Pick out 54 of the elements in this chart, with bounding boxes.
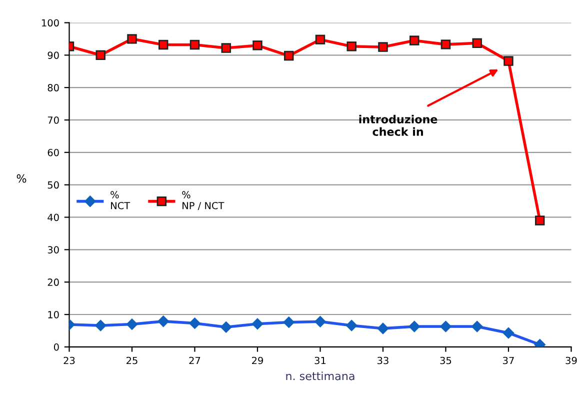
point	[409, 36, 420, 46]
x-tick-label: 23	[64, 356, 75, 364]
point	[158, 316, 169, 327]
y-tick-label: 90	[48, 52, 59, 59]
legend-label: % NP / NCT	[182, 191, 224, 210]
point	[440, 40, 451, 50]
point	[346, 42, 356, 52]
x-tick-label: 31	[314, 356, 326, 364]
y-tick-label: 100	[42, 19, 59, 27]
point	[408, 320, 420, 332]
point	[534, 216, 545, 226]
point	[284, 50, 294, 61]
point	[314, 316, 326, 328]
point	[190, 40, 200, 50]
point	[252, 40, 262, 50]
point	[220, 322, 232, 333]
point	[377, 322, 389, 334]
y-tick-label: 20	[48, 278, 59, 286]
y-tick-label: 50	[48, 181, 59, 189]
point	[502, 327, 514, 339]
y-tick-label: 0	[54, 343, 59, 351]
x-tick-label: 39	[566, 356, 577, 364]
point	[189, 318, 200, 329]
point	[252, 318, 264, 330]
legend-label: % NCT	[110, 191, 130, 210]
point	[504, 56, 514, 66]
point	[95, 320, 106, 332]
x-axis-title: n. settimana	[286, 372, 354, 380]
point	[315, 34, 326, 44]
point	[158, 40, 168, 50]
x-tick-label: 29	[252, 356, 263, 364]
y-tick-label: 40	[48, 214, 59, 222]
point	[126, 318, 138, 330]
x-tick-label: 35	[440, 356, 452, 364]
point	[127, 34, 137, 44]
x-tick-label: 25	[126, 356, 138, 364]
point	[378, 42, 388, 52]
annotation: introduzione check in	[359, 114, 438, 136]
y-tick-label: 70	[48, 116, 59, 124]
point	[440, 320, 452, 332]
point	[346, 320, 358, 332]
point	[221, 43, 231, 53]
x-tick-label: 33	[378, 356, 388, 364]
point	[472, 320, 483, 332]
x-tick-label: 37	[503, 356, 514, 364]
y-tick-label: 30	[48, 246, 59, 254]
y-tick-label: 10	[48, 310, 59, 318]
point	[472, 38, 482, 48]
point	[96, 50, 106, 60]
y-axis-title: %	[16, 174, 26, 183]
y-tick-label: 80	[48, 84, 59, 92]
point	[283, 316, 294, 328]
y-tick-label: 60	[48, 148, 59, 156]
x-tick-label: 27	[189, 356, 200, 364]
